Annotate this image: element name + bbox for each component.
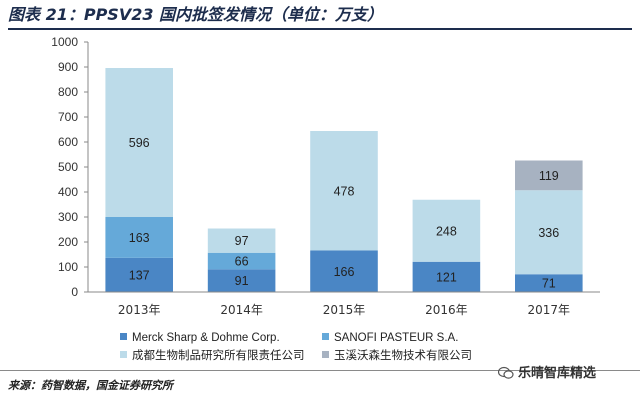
wechat-icon (498, 366, 514, 379)
data-label: 91 (235, 274, 249, 288)
y-tick-label: 0 (71, 285, 78, 299)
watermark: 乐晴智库精选 (498, 362, 596, 380)
bar-segment (412, 199, 481, 262)
data-label: 163 (129, 231, 150, 245)
bar-segment (515, 274, 583, 292)
y-tick-label: 900 (58, 60, 78, 74)
legend-label: 成都生物制品研究所有限责任公司 (132, 350, 305, 362)
source-note: 来源：药智数据，国金证券研究所 (8, 380, 173, 392)
bar-segment (515, 190, 583, 275)
data-label: 166 (334, 265, 355, 279)
bar-segment (207, 252, 276, 270)
legend-swatch (322, 351, 329, 358)
data-label: 119 (539, 169, 559, 183)
legend-label: Merck Sharp & Dohme Corp. (132, 332, 280, 344)
chart-title: 图表 21：PPSV23 国内批签发情况（单位：万支） (8, 5, 384, 24)
legend-swatch (120, 333, 127, 340)
x-tick-label: 2015年 (323, 303, 366, 317)
legend-label: SANOFI PASTEUR S.A. (334, 332, 459, 344)
bar-segment (310, 131, 378, 251)
legend-item: 成都生物制品研究所有限责任公司 (120, 349, 305, 363)
y-tick-label: 600 (58, 135, 78, 149)
y-tick-label: 700 (58, 110, 78, 124)
watermark-text: 乐晴智库精选 (518, 365, 597, 380)
y-tick-label: 500 (58, 160, 78, 174)
y-tick-label: 100 (58, 260, 78, 274)
bar-segment (515, 160, 583, 191)
x-tick-label: 2013年 (118, 303, 161, 317)
title-divider (8, 28, 632, 30)
y-tick-label: 400 (58, 185, 78, 199)
data-label: 97 (235, 234, 249, 248)
y-tick-label: 800 (58, 85, 78, 99)
bar-segment (105, 68, 173, 217)
bar-segment (310, 250, 378, 292)
data-label: 66 (235, 255, 249, 269)
bar-segment (105, 217, 173, 258)
y-tick-label: 200 (58, 235, 78, 249)
data-label: 248 (436, 224, 457, 238)
legend-item: SANOFI PASTEUR S.A. (322, 331, 458, 345)
bar-segment (412, 261, 481, 292)
data-label: 596 (129, 136, 150, 150)
bar-segment (105, 257, 173, 292)
legend-label: 玉溪沃森生物技术有限公司 (334, 350, 472, 362)
legend-swatch (322, 333, 329, 340)
data-label: 137 (129, 268, 150, 282)
y-tick-label: 1000 (51, 35, 78, 49)
legend-item: Merck Sharp & Dohme Corp. (120, 331, 280, 345)
x-tick-label: 2017年 (528, 303, 571, 317)
data-label: 121 (436, 270, 457, 284)
data-label: 478 (334, 184, 355, 198)
legend-item: 玉溪沃森生物技术有限公司 (322, 349, 472, 363)
x-tick-label: 2016年 (425, 303, 468, 317)
bar-segment (207, 228, 276, 253)
x-tick-label: 2014年 (220, 303, 263, 317)
stacked-bar-chart: 0 100 200 300 400 500 600 700 800 900 1000 2013年 201… (51, 35, 600, 317)
data-label: 336 (538, 226, 559, 240)
legend-swatch (120, 351, 127, 358)
data-label: 71 (542, 277, 556, 291)
y-tick-label: 300 (58, 210, 78, 224)
bar-segment (207, 269, 276, 292)
source-footer: 来源：药智数据，国金证券研究所 (0, 370, 640, 396)
